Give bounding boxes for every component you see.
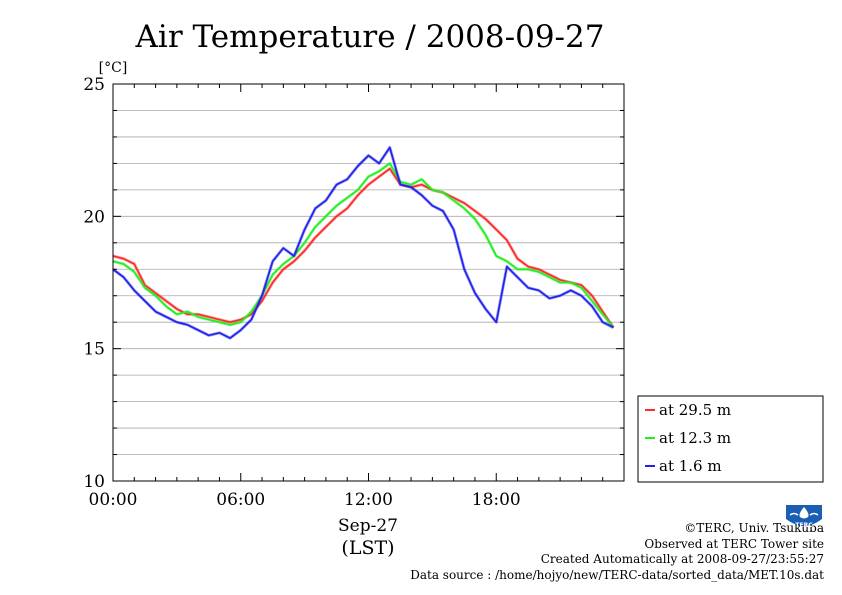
plot-frame bbox=[112, 83, 625, 482]
y-tick-labels: 10 15 20 25 bbox=[83, 75, 105, 492]
x-axis-label: (LST) bbox=[341, 537, 394, 559]
copyright-text: ©TERC, Univ. Tsukuba bbox=[684, 521, 824, 535]
series-line-2 bbox=[112, 146, 614, 339]
gridlines bbox=[113, 110, 624, 455]
x-tick-label: 00:00 bbox=[89, 490, 138, 510]
y-tick-label: 15 bbox=[83, 340, 105, 360]
y-tick-label: 20 bbox=[83, 207, 105, 227]
y-axis-unit-label: [°C] bbox=[99, 60, 128, 76]
y-tick-label: 10 bbox=[83, 472, 105, 492]
x-tick-labels: 00:00 06:00 12:00 18:00 bbox=[89, 490, 521, 510]
series-line-glow-0 bbox=[112, 167, 615, 329]
legend-label: at 1.6 m bbox=[659, 457, 722, 475]
site-text: Observed at TERC Tower site bbox=[644, 536, 824, 551]
terc-logo-icon: TERC bbox=[786, 505, 822, 529]
source-text: Data source : /home/hojyo/new/TERC-data/… bbox=[410, 567, 824, 582]
legend: at 29.5 m at 12.3 m at 1.6 m bbox=[637, 395, 824, 483]
series-lines bbox=[112, 146, 615, 340]
credits-block: ©TERC, Univ. Tsukuba Observed at TERC To… bbox=[410, 521, 824, 583]
x-tick-label: 18:00 bbox=[472, 490, 521, 510]
axis-ticks bbox=[112, 83, 625, 482]
chart-title: Air Temperature / 2008-09-27 bbox=[135, 19, 605, 55]
legend-label: at 12.3 m bbox=[659, 429, 731, 447]
series-line-1 bbox=[112, 162, 615, 329]
created-text: Created Automatically at 2008-09-27/23:5… bbox=[540, 552, 824, 566]
legend-box bbox=[637, 395, 824, 483]
x-tick-label: 12:00 bbox=[344, 490, 393, 510]
logo-lettering: TERC bbox=[795, 522, 813, 529]
legend-label: at 29.5 m bbox=[659, 401, 731, 419]
y-tick-label: 25 bbox=[83, 75, 105, 95]
x-tick-label: 06:00 bbox=[216, 490, 265, 510]
series-line-0 bbox=[112, 167, 615, 328]
x-axis-date-label: Sep-27 bbox=[338, 516, 398, 536]
